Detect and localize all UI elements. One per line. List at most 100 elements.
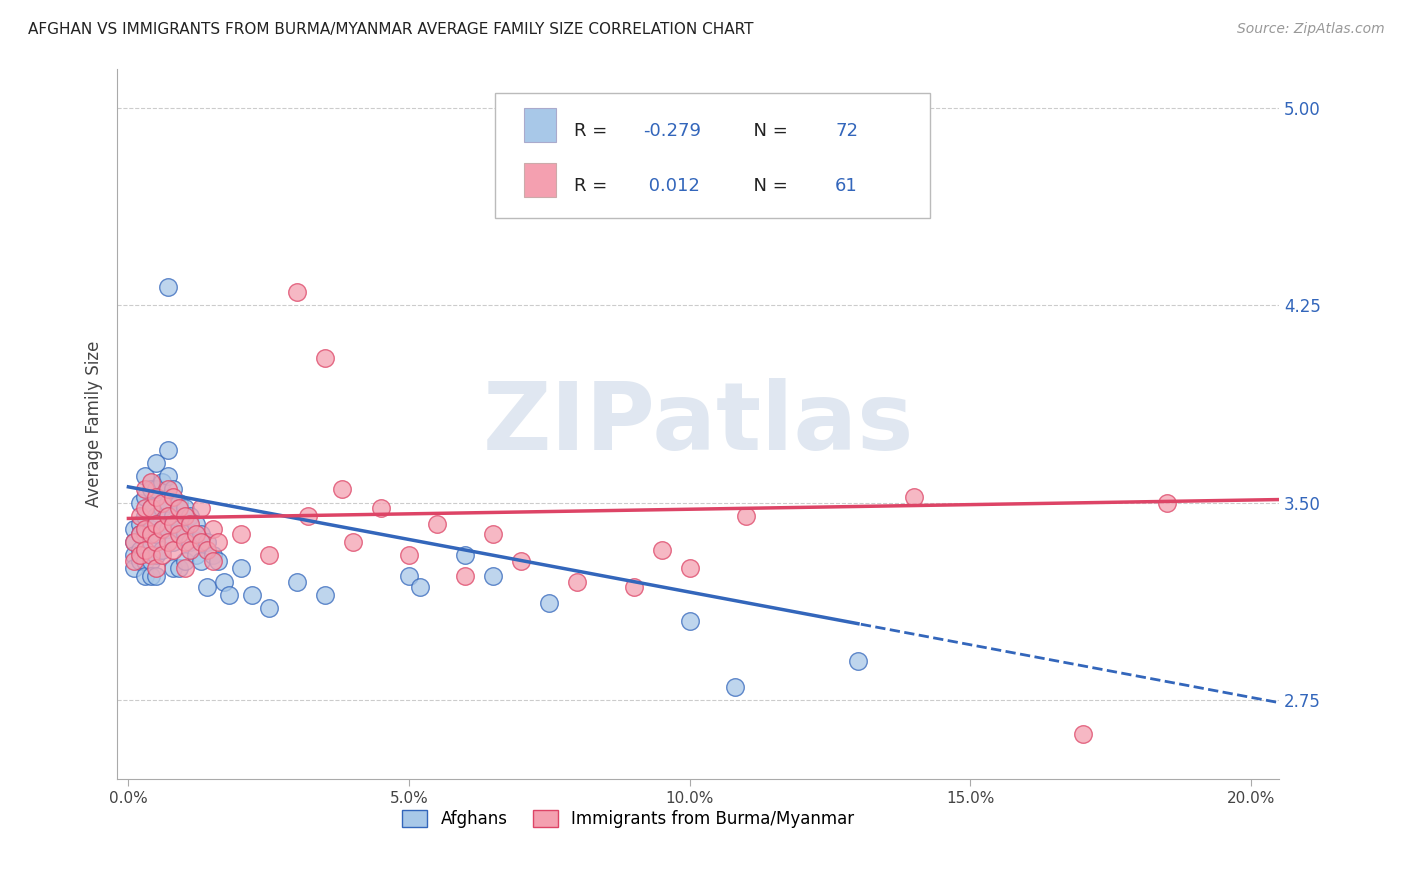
Text: 0.012: 0.012: [644, 178, 700, 195]
Text: N =: N =: [742, 122, 794, 140]
Point: [145, 491, 167, 505]
Point: [190, 535, 212, 549]
Point: [145, 535, 167, 549]
Point: [903, 491, 925, 505]
Point: [150, 475, 173, 489]
Point: [212, 574, 235, 589]
Point: [128, 543, 150, 558]
Text: N =: N =: [742, 178, 794, 195]
Point: [173, 500, 195, 515]
Point: [150, 500, 173, 515]
Point: [162, 491, 184, 505]
Point: [454, 569, 477, 583]
Point: [145, 561, 167, 575]
Point: [128, 549, 150, 563]
Point: [128, 527, 150, 541]
Point: [156, 280, 179, 294]
Point: [162, 535, 184, 549]
Point: [145, 516, 167, 531]
Point: [139, 535, 162, 549]
Point: [139, 500, 162, 515]
FancyBboxPatch shape: [495, 94, 931, 218]
Text: R =: R =: [574, 178, 613, 195]
Point: [162, 508, 184, 523]
Point: [207, 535, 229, 549]
Point: [173, 535, 195, 549]
Point: [167, 496, 190, 510]
Point: [150, 522, 173, 536]
Point: [510, 553, 533, 567]
Point: [454, 549, 477, 563]
Point: [482, 569, 505, 583]
Point: [173, 508, 195, 523]
Point: [314, 351, 336, 365]
Point: [409, 580, 432, 594]
Point: [201, 549, 224, 563]
Point: [167, 527, 190, 541]
Point: [156, 496, 179, 510]
Y-axis label: Average Family Size: Average Family Size: [86, 341, 103, 507]
Point: [195, 543, 218, 558]
Point: [134, 543, 156, 558]
Point: [134, 569, 156, 583]
Point: [139, 527, 162, 541]
Point: [139, 553, 162, 567]
Point: [734, 508, 756, 523]
Point: [229, 561, 252, 575]
Text: -0.279: -0.279: [644, 122, 702, 140]
Point: [173, 561, 195, 575]
Point: [122, 535, 145, 549]
Point: [257, 600, 280, 615]
Point: [167, 522, 190, 536]
Point: [201, 522, 224, 536]
Point: [846, 653, 869, 667]
Point: [1071, 727, 1094, 741]
Text: R =: R =: [574, 122, 613, 140]
Point: [167, 500, 190, 515]
Point: [134, 522, 156, 536]
Point: [190, 553, 212, 567]
Point: [240, 588, 263, 602]
Point: [139, 500, 162, 515]
Point: [162, 561, 184, 575]
Text: 72: 72: [835, 122, 858, 140]
Point: [285, 574, 308, 589]
Point: [370, 500, 392, 515]
Point: [207, 553, 229, 567]
Point: [330, 483, 353, 497]
Point: [173, 553, 195, 567]
Point: [145, 527, 167, 541]
Point: [398, 569, 420, 583]
Point: [122, 522, 145, 536]
Point: [156, 508, 179, 523]
Point: [145, 456, 167, 470]
FancyBboxPatch shape: [524, 163, 557, 197]
Point: [218, 588, 240, 602]
Point: [128, 496, 150, 510]
Point: [139, 522, 162, 536]
Point: [179, 508, 201, 523]
Point: [134, 543, 156, 558]
Point: [723, 680, 745, 694]
Point: [134, 508, 156, 523]
Point: [229, 527, 252, 541]
Point: [156, 483, 179, 497]
Point: [145, 549, 167, 563]
FancyBboxPatch shape: [524, 108, 557, 142]
Point: [195, 535, 218, 549]
Text: 61: 61: [835, 178, 858, 195]
Point: [162, 483, 184, 497]
Point: [134, 483, 156, 497]
Point: [179, 535, 201, 549]
Point: [297, 508, 319, 523]
Point: [538, 596, 561, 610]
Point: [122, 535, 145, 549]
Point: [134, 469, 156, 483]
Point: [134, 491, 156, 505]
Point: [122, 553, 145, 567]
Point: [398, 549, 420, 563]
Point: [623, 580, 645, 594]
Point: [139, 483, 162, 497]
Point: [128, 527, 150, 541]
Point: [179, 543, 201, 558]
